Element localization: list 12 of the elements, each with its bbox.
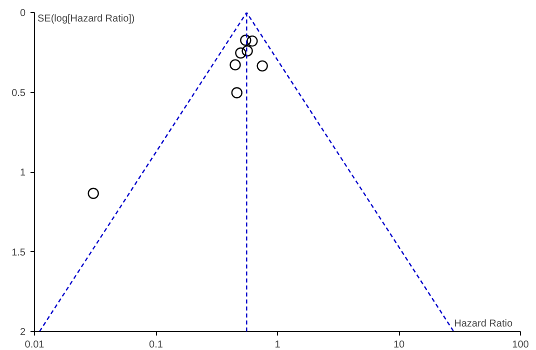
x-tick-label: 1 xyxy=(274,340,281,350)
x-tick-label: 0.01 xyxy=(24,340,45,350)
x-tick-label: 0.1 xyxy=(149,340,164,350)
x-axis-title: Hazard Ratio xyxy=(454,318,513,330)
y-tick-label: 1 xyxy=(20,168,26,178)
y-tick-label: 0.5 xyxy=(12,88,26,99)
y-tick-label: 2 xyxy=(20,327,26,338)
x-tick-label: 100 xyxy=(512,340,530,350)
y-tick-label: 1.5 xyxy=(12,247,26,258)
y-axis-title: SE(log[Hazard Ratio]) xyxy=(38,14,135,24)
y-tick-label: 0 xyxy=(20,8,26,19)
x-tick-label: 10 xyxy=(393,340,405,350)
